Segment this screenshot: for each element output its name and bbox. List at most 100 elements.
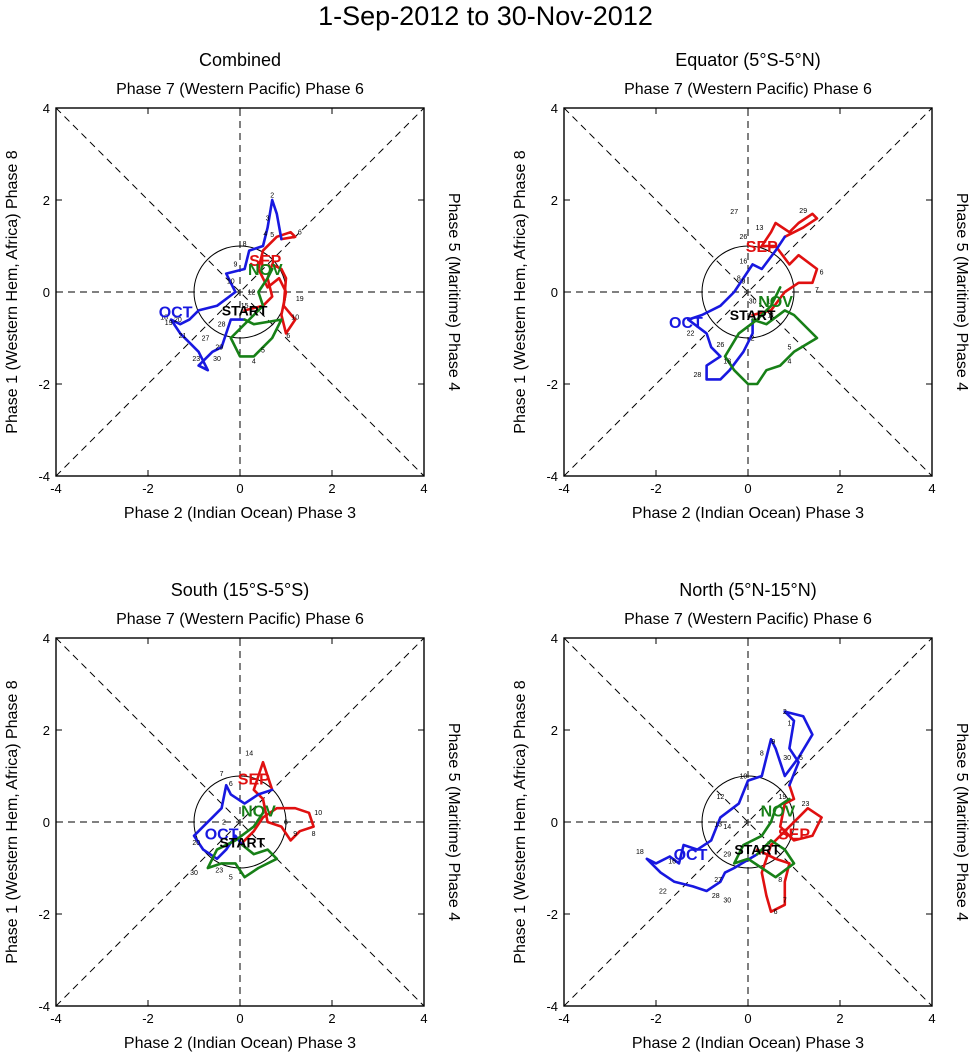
start-label: START <box>222 302 268 318</box>
series-line-sep <box>755 783 823 914</box>
south-plot: South (15°S-5°S) Phase 7 (Western Pacific… <box>4 580 462 1052</box>
day-label: 18 <box>723 358 731 365</box>
day-label: 5 <box>787 345 791 352</box>
y-tick-label: 4 <box>43 631 50 646</box>
left-phase-label: Phase 1 (Western Hem, Africa) Phase 8 <box>4 150 21 433</box>
day-label: 4 <box>252 358 256 365</box>
x-tick-label: 2 <box>836 481 843 496</box>
north-plot: North (5°N-15°N) Phase 7 (Western Pacific… <box>512 580 970 1052</box>
diagonal-guide <box>563 637 933 1007</box>
month-label-nov: NOV <box>758 294 793 311</box>
x-tick-label: 4 <box>928 1011 935 1026</box>
series-line-sep <box>241 760 315 845</box>
start-label: START <box>730 307 776 323</box>
day-label: 16 <box>740 258 748 265</box>
diagonal-guide <box>563 637 933 1007</box>
day-label: 10 <box>227 279 235 286</box>
day-label: 23 <box>215 868 223 875</box>
bottom-phase-label: Phase 2 (Indian Ocean) Phase 3 <box>632 505 864 522</box>
day-label: 8 <box>312 831 316 838</box>
month-label-oct: OCT <box>159 304 193 321</box>
series-line-oct <box>645 710 814 893</box>
panel-title: Combined <box>199 50 281 70</box>
x-tick-label: -4 <box>558 1011 570 1026</box>
x-tick-label: -2 <box>650 1011 662 1026</box>
panel-title: Equator (5°S-5°N) <box>675 50 820 70</box>
day-label: 30 <box>749 299 757 306</box>
diagonal-guide <box>55 107 425 477</box>
month-label-sep: SEP <box>746 239 778 256</box>
x-tick-label: 2 <box>328 1011 335 1026</box>
day-label: 27 <box>730 209 738 216</box>
diagonal-guide <box>55 637 425 1007</box>
y-tick-label: -4 <box>38 999 50 1014</box>
series-line-sep <box>751 212 819 317</box>
day-label: 6 <box>284 819 288 826</box>
day-label: 30 <box>190 870 198 877</box>
day-label: 30 <box>783 755 791 762</box>
left-phase-label: Phase 1 (Western Hem, Africa) Phase 8 <box>4 680 21 963</box>
right-phase-label: Phase 5 (Maritime) Phase 4 <box>953 723 970 921</box>
day-label: 10 <box>740 773 748 780</box>
day-label: 10 <box>291 315 299 322</box>
month-label-oct: OCT <box>674 847 708 864</box>
day-label: 28 <box>218 322 226 329</box>
day-label: 12 <box>248 289 256 296</box>
series-line-nov <box>206 811 279 879</box>
y-tick-label: 4 <box>551 101 558 116</box>
day-label: 9 <box>233 262 237 269</box>
series-line-nov <box>229 267 283 358</box>
y-tick-label: 2 <box>551 723 558 738</box>
y-tick-label: 0 <box>43 815 50 830</box>
x-tick-label: -2 <box>142 481 154 496</box>
top-phase-label: Phase 7 (Western Pacific) Phase 6 <box>624 611 872 628</box>
x-tick-label: 2 <box>836 1011 843 1026</box>
series-line-oct <box>169 198 283 372</box>
top-phase-label: Phase 7 (Western Pacific) Phase 6 <box>116 81 364 98</box>
day-label: 29 <box>799 208 807 215</box>
combined-plot: Combined Phase 7 (Western Pacific) Phase … <box>4 50 462 522</box>
day-label: 13 <box>756 225 764 232</box>
y-tick-label: -4 <box>546 999 558 1014</box>
y-tick-label: -2 <box>546 377 558 392</box>
bottom-phase-label: Phase 2 (Indian Ocean) Phase 3 <box>632 1035 864 1052</box>
day-label: 26 <box>717 342 725 349</box>
bottom-phase-label: Phase 2 (Indian Ocean) Phase 3 <box>124 505 356 522</box>
unit-circle <box>701 245 795 339</box>
left-phase-label: Phase 1 (Western Hem, Africa) Phase 8 <box>512 680 529 963</box>
series-line-oct <box>192 783 274 861</box>
day-label: 14 <box>245 750 253 757</box>
diagonal-guide <box>55 637 425 1007</box>
month-label-nov: NOV <box>761 804 796 821</box>
day-label: 4 <box>263 231 267 238</box>
y-tick-label: -2 <box>546 907 558 922</box>
day-label: 27 <box>714 877 722 884</box>
series-line-nov <box>723 286 819 386</box>
x-tick-label: 0 <box>744 1011 751 1026</box>
month-label-sep: SEP <box>238 771 270 788</box>
diagonal-guide <box>55 107 425 477</box>
day-label: 7 <box>783 898 787 905</box>
day-label: 6 <box>298 230 302 237</box>
x-tick-label: 0 <box>744 481 751 496</box>
day-label: 19 <box>779 794 787 801</box>
day-label: 15 <box>241 303 249 310</box>
day-label: 23 <box>802 801 810 808</box>
day-label: 7 <box>220 771 224 778</box>
day-label: 28 <box>694 372 702 379</box>
day-label: 1 <box>767 299 771 306</box>
y-tick-label: 4 <box>551 631 558 646</box>
day-label: 8 <box>760 750 764 757</box>
day-label: 9 <box>741 279 745 286</box>
day-label: 2 <box>270 193 274 200</box>
panel-title: North (5°N-15°N) <box>679 580 816 600</box>
day-label: 16 <box>668 858 676 865</box>
day-label: 7 <box>815 287 819 294</box>
month-label-oct: OCT <box>669 315 703 332</box>
x-tick-label: -4 <box>50 481 62 496</box>
day-label: 13 <box>714 822 722 829</box>
day-label: 10 <box>314 810 322 817</box>
day-label: 6 <box>229 781 233 788</box>
start-label: START <box>219 835 265 851</box>
day-label: 1 <box>787 720 791 727</box>
